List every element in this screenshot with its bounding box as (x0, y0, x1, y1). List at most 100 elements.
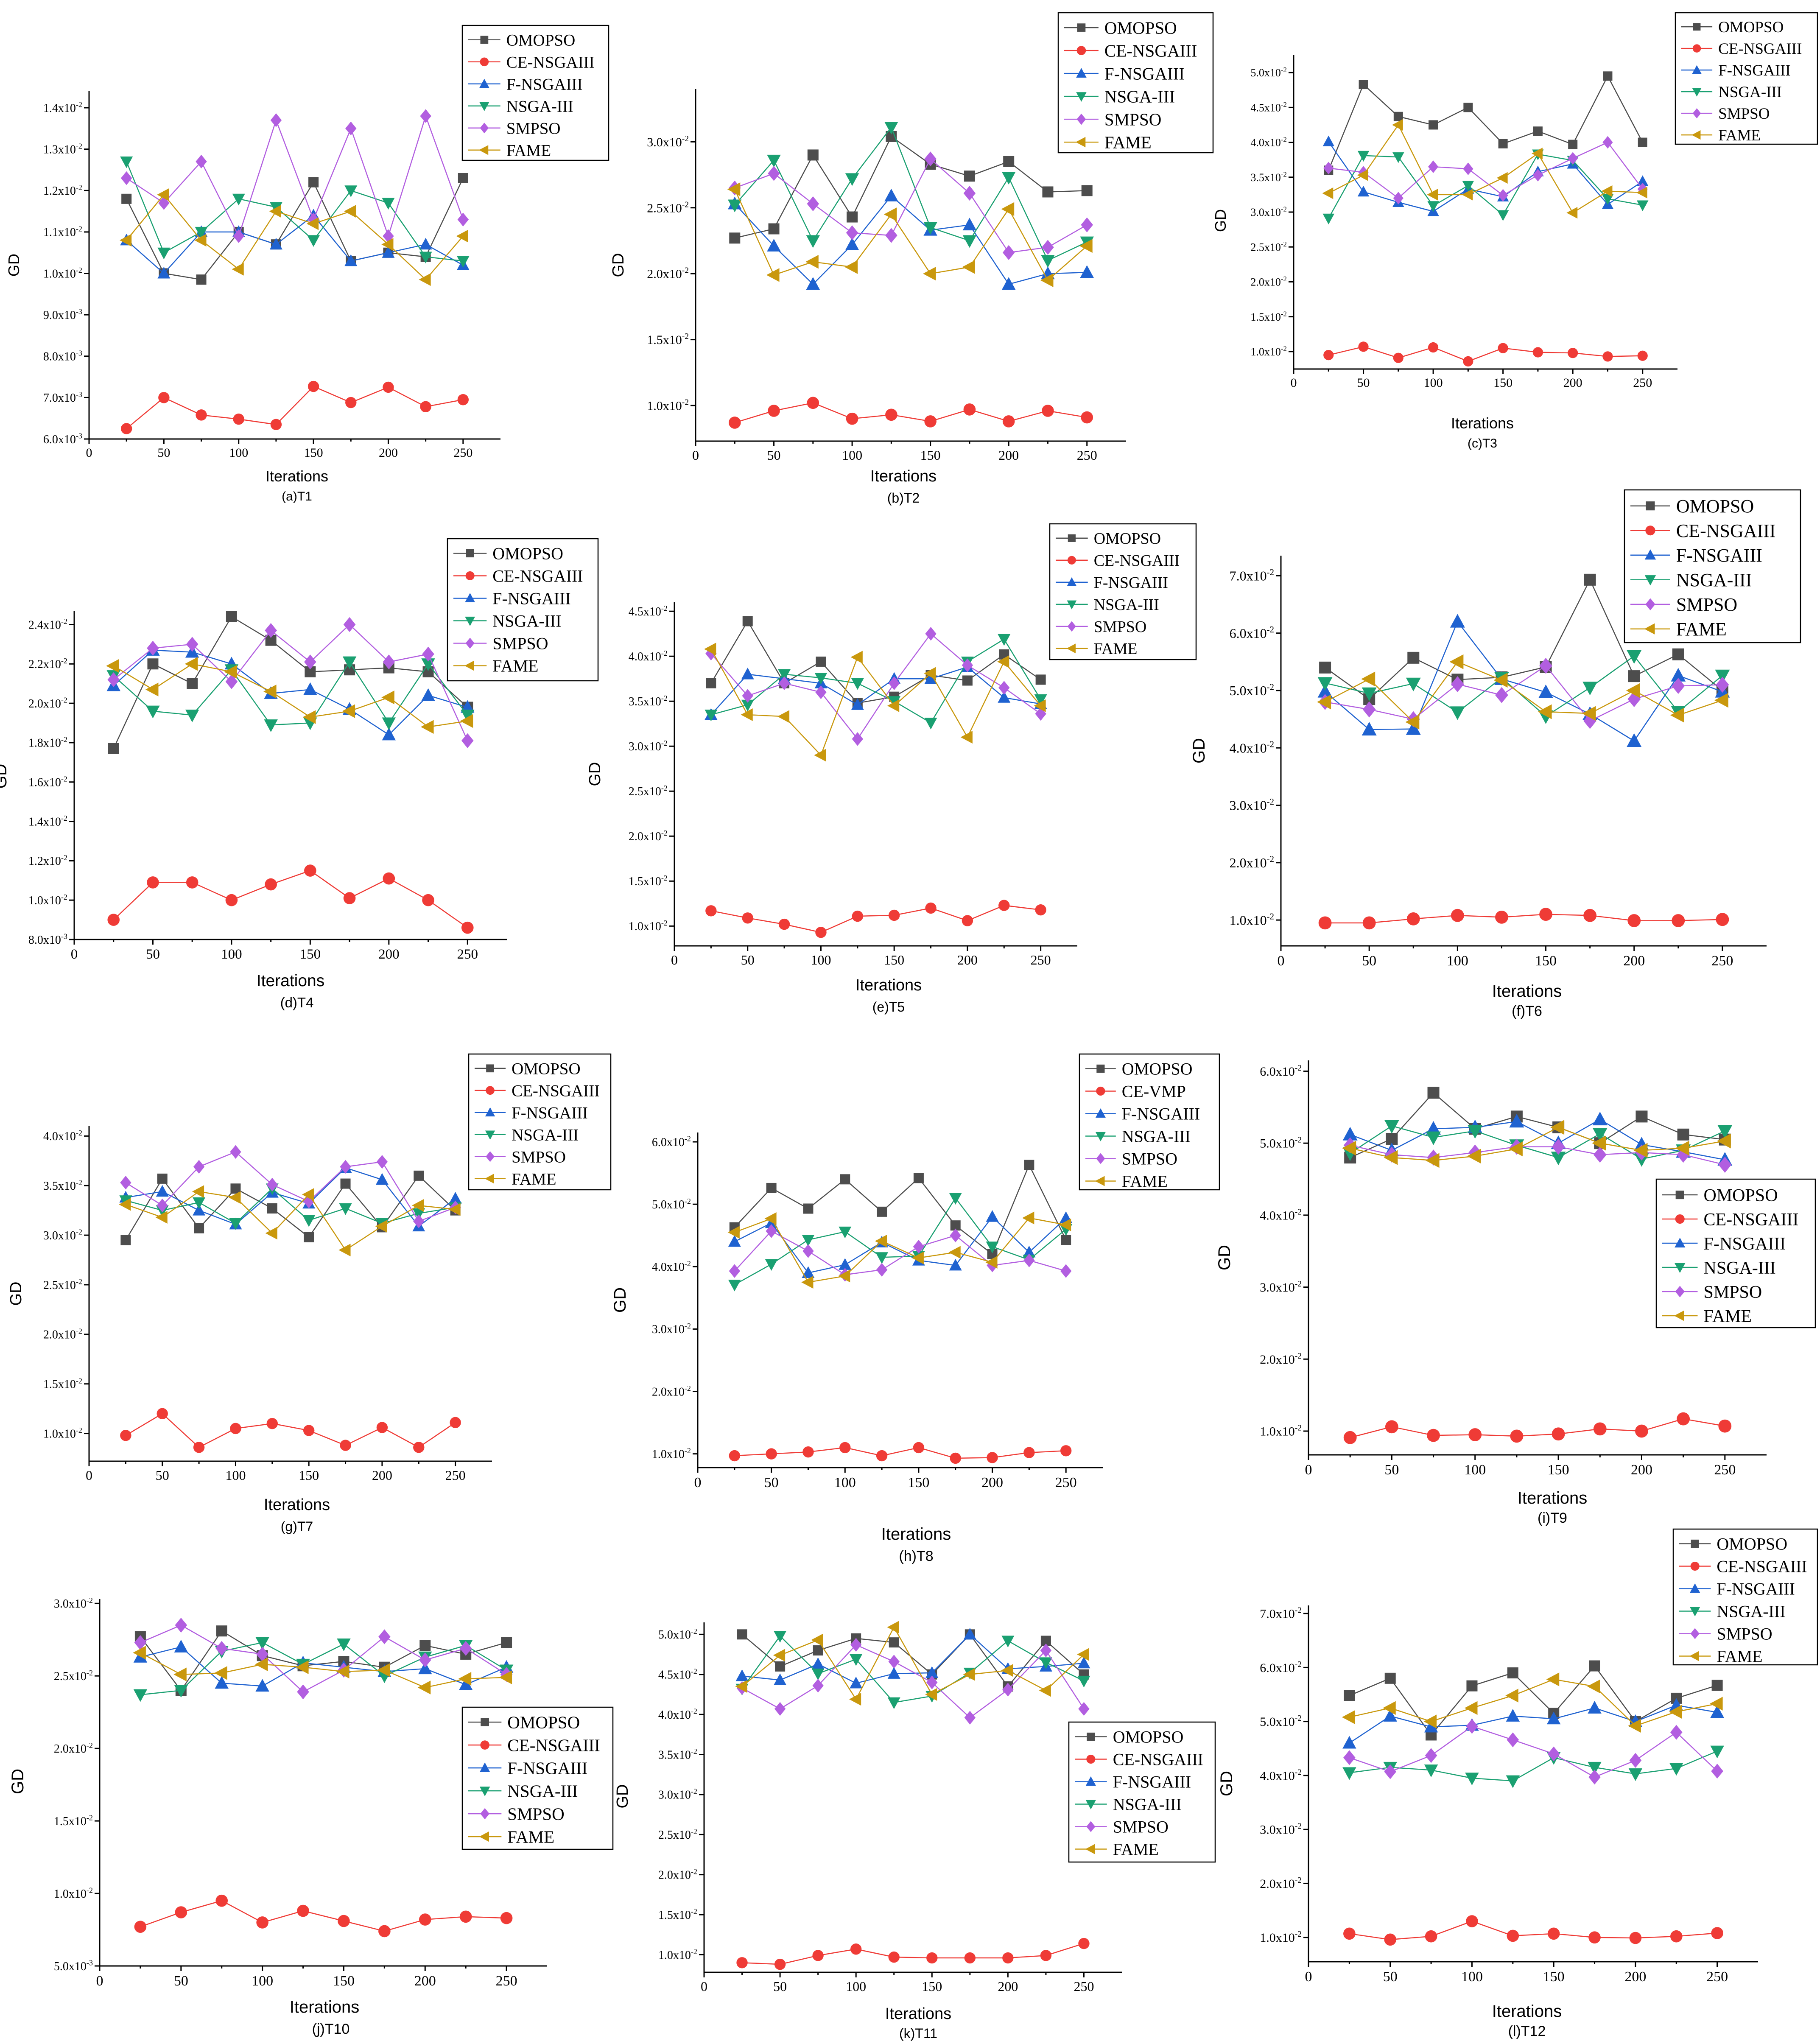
y-tick-label: 3.0x10-2 (54, 1596, 93, 1611)
legend-label-omopso: OMOPSO (492, 544, 563, 563)
y-tick-label: 7.0x10-3 (43, 390, 82, 405)
data-point-fame (306, 217, 319, 230)
data-point-f-nsgaiii (1426, 1121, 1441, 1135)
data-point-ce-vmp (729, 1450, 741, 1462)
data-point-smpso (962, 658, 973, 672)
data-point-f-nsgaiii (802, 1266, 815, 1278)
data-point-smpso (304, 654, 316, 670)
data-point-fame (911, 1251, 924, 1264)
legend-label-smpso: SMPSO (1676, 594, 1737, 615)
y-tick-label: 1.0x10-2 (629, 919, 668, 933)
data-point-nsga-iii (986, 1241, 999, 1253)
data-point-smpso (186, 637, 198, 652)
data-point-nsga-iii (839, 1226, 852, 1239)
chart-t5: 0 50 100 150 200 250 1.0x10-2 1.5x10-2 2.0x10-2 2… (586, 523, 1197, 1015)
series-line-nsga-iii (1325, 655, 1723, 717)
x-tick-label: 150 (333, 1973, 355, 1989)
legend-label-ce-nsgaiii: CE-NSGAIII (1094, 552, 1180, 570)
y-tick-label: 1.6x10-2 (28, 775, 67, 789)
legend-label-f-nsgaiii: F-NSGAIII (1718, 62, 1791, 79)
legend-marker-fame (1674, 1310, 1684, 1321)
data-point-ce-nsgaiii (1568, 348, 1578, 358)
y-tick-label: 1.2x10-2 (43, 183, 82, 198)
data-point-smpso (297, 1684, 309, 1700)
data-point-omopso (121, 193, 132, 204)
x-axis-title: Iterations (881, 1525, 951, 1543)
data-point-ce-nsgaiii (888, 1951, 900, 1963)
data-point-fame (1317, 694, 1331, 710)
data-point-smpso (457, 213, 469, 226)
data-point-fame (1717, 1133, 1731, 1149)
data-point-smpso (812, 1678, 824, 1693)
legend-marker-omopso (480, 36, 489, 44)
data-point-nsga-iii (1717, 1125, 1733, 1139)
legend-label-smpso: SMPSO (1718, 105, 1770, 123)
data-point-f-nsgaiii (962, 218, 977, 231)
y-tick-label: 2.5x10-2 (54, 1669, 93, 1683)
series-line-ce-nsgaiii (1349, 1921, 1717, 1941)
legend-label-fame: FAME (1704, 1307, 1752, 1326)
data-point-ce-nsgaiii (413, 1442, 425, 1453)
x-tick-label: 200 (1631, 1462, 1652, 1478)
data-point-fame (1546, 1672, 1560, 1686)
data-point-smpso (963, 186, 976, 201)
data-point-fame (295, 1660, 309, 1674)
data-point-smpso (266, 1177, 278, 1192)
legend-marker-smpso (1076, 113, 1086, 125)
data-point-smpso (802, 1244, 814, 1258)
data-point-ce-nsgaiii (1081, 411, 1093, 424)
legend-label-ce-nsgaiii: CE-NSGAIII (507, 1735, 600, 1755)
data-point-smpso (1588, 1770, 1601, 1785)
data-point-f-nsgaiii (1636, 175, 1649, 186)
data-point-ce-nsgaiii (266, 1418, 278, 1429)
legend-marker-f-nsgaiii (1076, 68, 1087, 78)
data-point-omopso (1081, 185, 1093, 196)
data-point-fame (875, 1234, 887, 1247)
data-point-smpso (215, 1641, 228, 1656)
x-tick-label: 50 (1384, 1462, 1399, 1478)
data-point-f-nsgaiii (458, 1677, 473, 1690)
data-point-fame (1670, 707, 1684, 723)
x-tick-label: 200 (1563, 376, 1582, 390)
series-line-omopso (1350, 1092, 1725, 1158)
data-point-ce-nsgaiii (1406, 912, 1420, 926)
data-point-nsga-iii (1602, 194, 1614, 205)
legend-label-ce-nsgaiii: CE-NSGAIII (492, 566, 583, 585)
data-point-omopso (1384, 1672, 1396, 1684)
data-point-smpso (308, 213, 319, 226)
legend-label-nsga-iii: NSGA-III (492, 611, 561, 630)
chart-t9: 0 50 100 150 200 250 1.0x10-2 2.0x10-2 3.0x10-2 4… (1215, 1060, 1816, 1526)
data-point-fame (499, 1670, 512, 1684)
legend-marker-omopso (486, 1064, 494, 1073)
data-point-smpso (998, 681, 1010, 695)
data-point-omopso (1628, 670, 1640, 682)
y-tick-label: 6.0x10-2 (652, 1135, 691, 1149)
data-point-omopso (768, 223, 780, 235)
data-point-nsga-iii (1627, 650, 1642, 664)
data-point-fame (1001, 1664, 1013, 1677)
data-point-ce-nsgaiii (963, 403, 976, 416)
y-tick-label: 1.5x10-2 (54, 1814, 93, 1828)
series-line-smpso (741, 1644, 1085, 1719)
y-tick-label: 4.0x10-2 (658, 1707, 697, 1722)
y-tick-label: 1.5x10-2 (629, 874, 668, 888)
data-point-fame (460, 714, 473, 728)
legend-box (1675, 12, 1818, 145)
data-point-fame (997, 655, 1009, 668)
data-point-ce-nsgaiii (1318, 916, 1332, 930)
data-point-nsga-iii (339, 1203, 352, 1215)
legend-label-nsga-iii: NSGA-III (507, 1781, 578, 1801)
data-point-ce-nsgaiii (1427, 1429, 1440, 1442)
data-point-fame (1361, 671, 1375, 687)
data-point-fame (157, 188, 169, 201)
data-point-smpso (729, 1264, 741, 1278)
data-point-nsga-iii (419, 252, 432, 264)
data-point-f-nsgaiii (924, 672, 937, 684)
series-line-smpso (125, 1151, 456, 1222)
data-point-nsga-iii (337, 1638, 351, 1651)
data-point-ce-nsgaiii (304, 864, 316, 877)
chart-caption: (k)T11 (899, 2026, 937, 2041)
data-point-nsga-iii (949, 1193, 962, 1205)
data-point-nsga-iii (1468, 1125, 1483, 1139)
data-point-nsga-iii (845, 173, 859, 186)
